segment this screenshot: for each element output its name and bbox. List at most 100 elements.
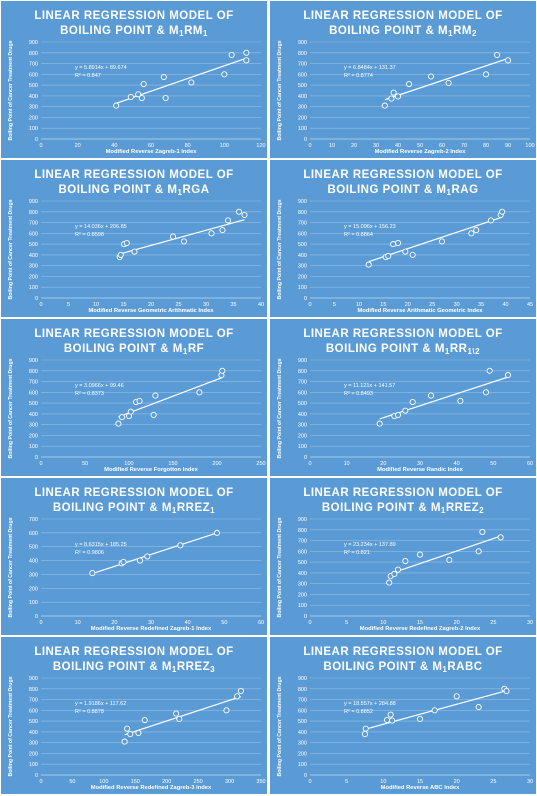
- data-point: [241, 211, 248, 219]
- y-tick-label: 500: [29, 83, 38, 89]
- y-tick-label: 600: [298, 708, 307, 714]
- y-tick-label: 800: [298, 210, 307, 216]
- x-tick-label: 0: [39, 143, 42, 149]
- data-point: [391, 570, 398, 578]
- y-tick-label: 400: [298, 571, 307, 577]
- data-point: [234, 693, 241, 700]
- y-tick-label: 600: [298, 549, 307, 555]
- y-tick-label: 700: [29, 62, 38, 68]
- data-point: [475, 548, 482, 555]
- x-tick-label: 10: [75, 620, 81, 626]
- x-tick-label: 50: [82, 461, 88, 467]
- y-tick-label: 900: [298, 40, 307, 46]
- data-point: [387, 711, 394, 718]
- x-tick-label: 0: [39, 302, 42, 308]
- y-tick-label: 500: [298, 560, 307, 566]
- trendline: [115, 57, 247, 104]
- chart-panel-m1rabc: LINEAR REGRESSION MODEL OF BOILING POINT…: [269, 636, 537, 795]
- chart-title-line1: LINEAR REGRESSION MODEL OF: [34, 10, 234, 22]
- trendline: [389, 535, 501, 575]
- y-tick-label: 200: [298, 274, 307, 280]
- data-point: [402, 248, 409, 255]
- data-point: [445, 79, 452, 87]
- data-point: [160, 73, 167, 81]
- regression-equation: y = 18.557x + 284.88: [344, 701, 396, 707]
- x-tick-label: 0: [308, 302, 311, 308]
- regression-equation: y = 14.036x + 206.85: [75, 224, 127, 230]
- y-tick-label: 100: [298, 126, 307, 132]
- x-tick-label: 20: [454, 779, 460, 785]
- y-tick-label: 300: [29, 264, 38, 270]
- data-point: [124, 725, 131, 732]
- y-tick-label: 0: [304, 773, 307, 779]
- x-tick-label: 20: [454, 620, 460, 626]
- y-tick-label: 300: [298, 741, 307, 747]
- scatter-plot-svg: 0 100 200 300 400 500 600 700 0 10 20 30 40 50 60 Modif…: [8, 517, 264, 632]
- data-point: [453, 693, 460, 700]
- regression-equation: y = 5.8914x + 89.674: [75, 65, 127, 71]
- data-point: [136, 557, 144, 564]
- data-point: [497, 534, 504, 541]
- x-tick-label: 30: [373, 143, 379, 149]
- data-point: [479, 528, 486, 535]
- trendline: [124, 695, 242, 736]
- y-tick-label: 300: [298, 423, 307, 429]
- data-point: [123, 239, 130, 247]
- x-tick-label: 35: [478, 302, 484, 308]
- y-tick-label: 900: [298, 517, 307, 523]
- x-axis-title: Modified Reverse ABC Index: [381, 785, 460, 791]
- data-point: [362, 725, 369, 732]
- data-point: [237, 687, 244, 694]
- y-tick-label: 200: [29, 586, 38, 592]
- x-tick-label: 20: [351, 143, 357, 149]
- data-point: [224, 217, 232, 224]
- y-tick-label: 900: [29, 40, 38, 46]
- y-tick-label: 800: [298, 369, 307, 375]
- data-point: [177, 542, 184, 549]
- r-squared-label: R² = 0.8864: [344, 232, 373, 238]
- y-tick-label: 500: [29, 545, 38, 551]
- x-tick-label: 30: [527, 620, 533, 626]
- chart-title-line2: BOILING POINT & M1RR1\2: [325, 343, 481, 356]
- regression-equation: y = 23.234x + 137.89: [344, 542, 396, 548]
- data-point: [144, 553, 151, 560]
- chart-title-line2: BOILING POINT & M1RABC: [323, 661, 483, 674]
- data-point: [196, 389, 203, 396]
- y-tick-label: 600: [298, 390, 307, 396]
- y-tick-label: 200: [298, 115, 307, 121]
- x-tick-label: 60: [439, 143, 445, 149]
- x-tick-label: 100: [220, 143, 229, 149]
- x-tick-label: 30: [417, 461, 423, 467]
- y-tick-label: 300: [298, 264, 307, 270]
- data-point: [213, 529, 221, 536]
- data-point: [228, 51, 235, 58]
- y-axis-title: Boiling Point of Cancer Treatment Drugs: [8, 517, 14, 617]
- data-point: [468, 230, 475, 237]
- y-tick-label: 100: [298, 762, 307, 768]
- data-point: [504, 57, 512, 64]
- data-point: [127, 408, 134, 415]
- x-tick-label: 70: [461, 143, 467, 149]
- x-tick-label: 20: [75, 143, 81, 149]
- x-axis-title: Modified Reverse Zagreb-1 Index: [106, 149, 198, 155]
- y-tick-label: 100: [29, 285, 38, 291]
- y-tick-label: 0: [35, 296, 38, 302]
- x-tick-label: 40: [502, 302, 508, 308]
- y-axis-title: Boiling Point of Cancer Treatment Drugs: [8, 358, 14, 458]
- data-point: [152, 392, 159, 399]
- data-point: [438, 238, 446, 245]
- x-tick-label: 40: [395, 143, 401, 149]
- x-tick-label: 100: [99, 779, 108, 785]
- y-tick-label: 400: [298, 94, 307, 100]
- data-point: [475, 704, 482, 711]
- y-tick-label: 300: [29, 572, 38, 578]
- x-tick-label: 80: [483, 143, 489, 149]
- x-tick-label: 60: [527, 461, 533, 467]
- y-tick-label: 600: [29, 708, 38, 714]
- y-tick-label: 200: [298, 592, 307, 598]
- y-tick-label: 900: [298, 676, 307, 682]
- data-point: [169, 233, 177, 240]
- y-axis-title: Boiling Point of Cancer Treatment Drugs: [277, 676, 283, 776]
- data-point: [402, 407, 409, 414]
- x-tick-label: 90: [505, 143, 511, 149]
